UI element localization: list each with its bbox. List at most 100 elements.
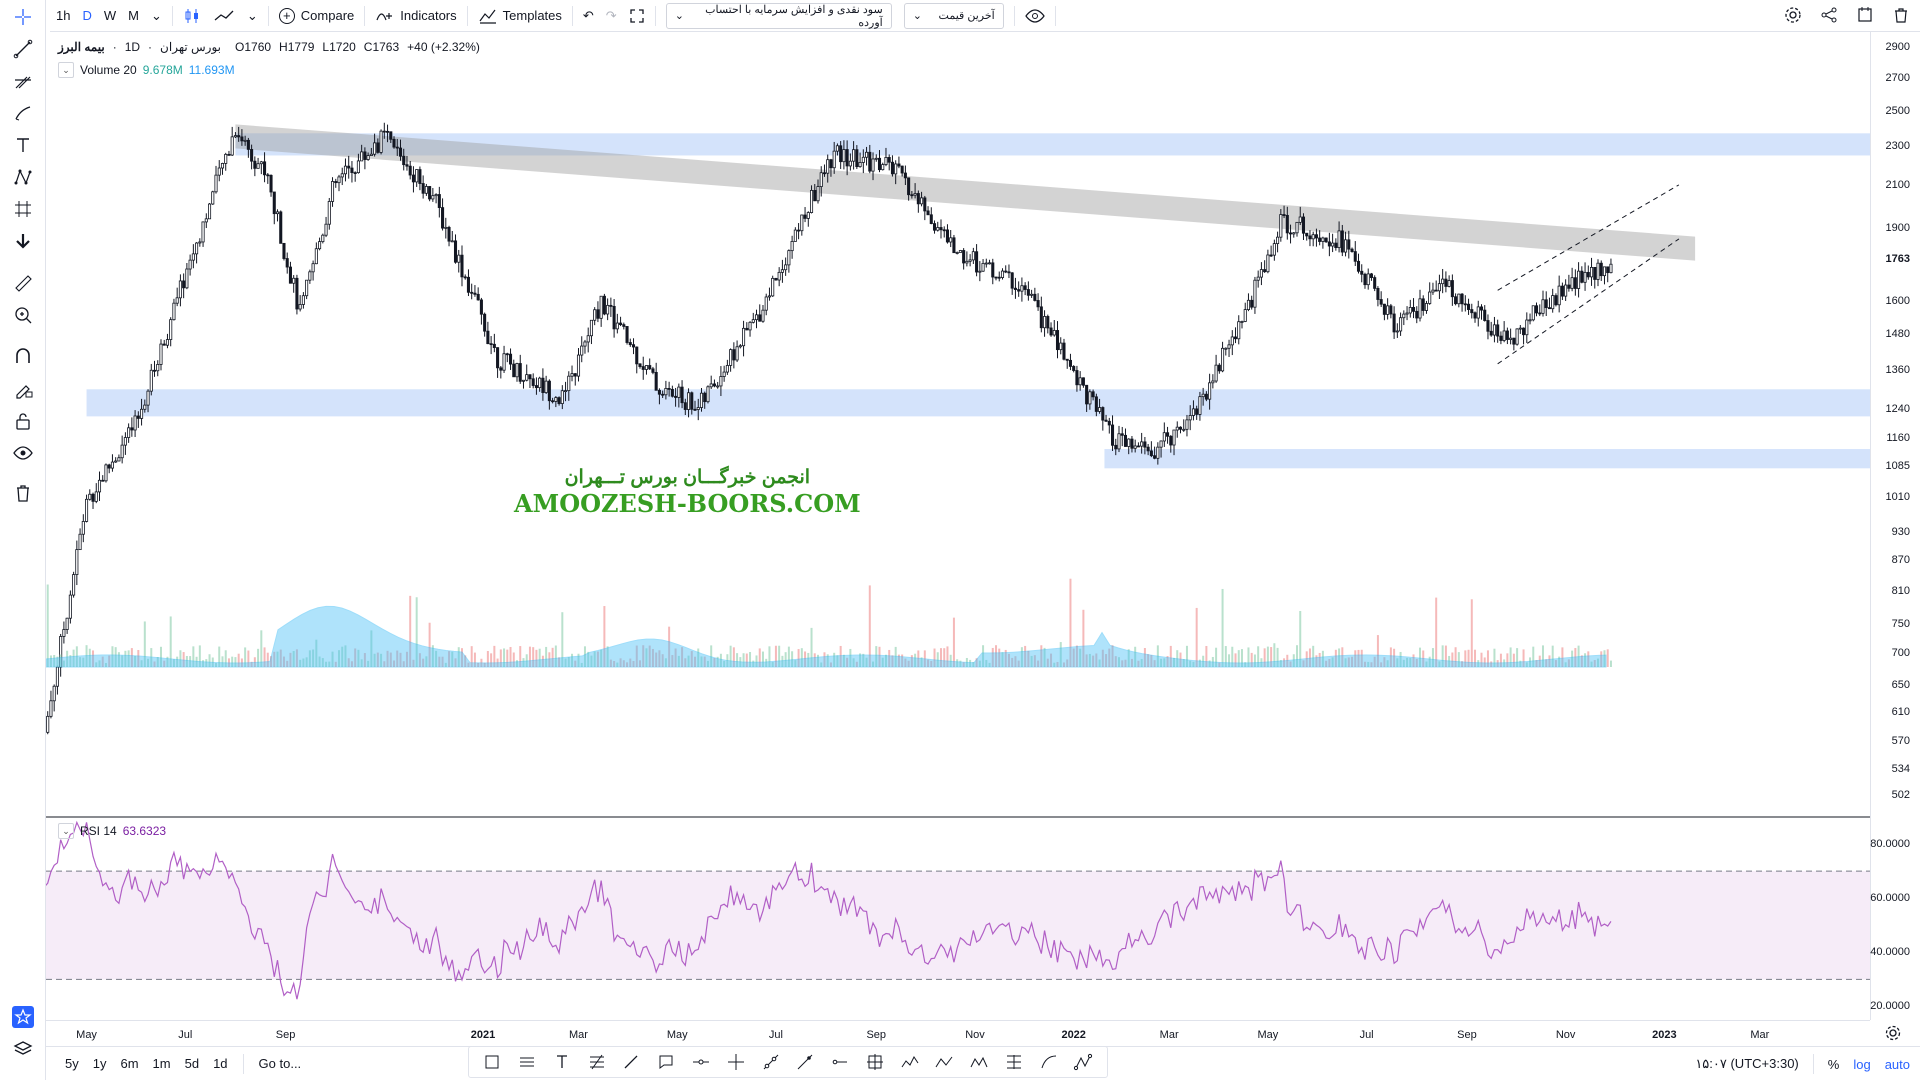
price-type-select[interactable]: آخرین قیمت ⌄ (903, 2, 1004, 29)
rsi-axis[interactable]: 80.0000 60.0000 40.0000 20.0000 (1870, 817, 1920, 1020)
unlock-icon[interactable] (7, 406, 39, 436)
candle-style-icon[interactable] (177, 0, 207, 32)
brush-icon[interactable] (7, 98, 39, 128)
volume-bar (286, 660, 289, 667)
volume-bar (257, 648, 260, 667)
volume-bar (1351, 656, 1354, 667)
prediction-icon[interactable] (7, 194, 39, 224)
interval-d[interactable]: D (82, 8, 92, 23)
dividend-adjust-select[interactable]: سود نقدی و افزایش سرمایه با احتساب آورده… (665, 2, 892, 29)
undo-icon[interactable]: ↶ (582, 7, 594, 23)
volume-bar (939, 648, 942, 667)
ae-pattern-icon[interactable] (966, 1049, 992, 1075)
volume-bar (1289, 661, 1292, 667)
delete-icon[interactable] (1892, 6, 1910, 27)
volume-bar (341, 646, 344, 667)
auto-toggle[interactable]: auto (1884, 1056, 1910, 1072)
callout-icon[interactable] (653, 1049, 679, 1075)
rectangle-icon[interactable] (479, 1049, 505, 1075)
candle-body (1149, 450, 1153, 457)
chevron-down-icon[interactable]: ⌄ (58, 823, 74, 839)
goto-button[interactable]: Go to... (258, 1056, 302, 1071)
chart-style-dropdown-icon[interactable]: ⌄ (246, 7, 258, 23)
cross-line-icon[interactable] (723, 1049, 749, 1075)
fib-icon[interactable] (584, 1049, 610, 1075)
candle-body (609, 304, 613, 307)
zoom-icon[interactable] (7, 300, 39, 330)
trash-icon[interactable] (7, 478, 39, 508)
hline-segment-icon[interactable] (827, 1049, 853, 1075)
horizontal-line-icon[interactable] (688, 1049, 714, 1075)
trendline-icon[interactable] (7, 34, 39, 64)
elliott-wave-icon[interactable] (897, 1049, 923, 1075)
arrow-down-icon[interactable] (7, 226, 39, 256)
ray-icon[interactable] (758, 1049, 784, 1075)
curve-icon[interactable] (1036, 1049, 1062, 1075)
volume-bar (846, 657, 849, 667)
time-axis[interactable]: May Jul Sep 2021 Mar May Jul Sep Nov 2022 Mar May Ju… (46, 1020, 1870, 1046)
horizontal-lines-icon[interactable] (514, 1049, 540, 1075)
eye-icon[interactable] (1019, 0, 1051, 32)
range-5d[interactable]: 5d (184, 1056, 200, 1071)
candle-body (625, 326, 629, 343)
range-1d[interactable]: 1d (213, 1056, 228, 1071)
candle-body (975, 251, 979, 273)
range-1m[interactable]: 1m (152, 1056, 171, 1071)
line-style-icon[interactable] (207, 0, 241, 32)
interval-m[interactable]: M (128, 8, 139, 23)
interval-dropdown-icon[interactable]: ⌄ (150, 7, 162, 23)
range-1y[interactable]: 1y (92, 1056, 107, 1071)
magnet-icon[interactable] (7, 342, 39, 372)
volume-bar (1334, 649, 1337, 667)
share-icon[interactable] (1820, 6, 1838, 27)
path-icon[interactable] (1070, 1049, 1096, 1075)
grid-tool-icon[interactable] (862, 1049, 888, 1075)
percent-toggle[interactable]: % (1827, 1056, 1840, 1072)
settings-icon[interactable] (1784, 6, 1802, 27)
line-tool-icon[interactable] (618, 1049, 644, 1075)
pitchfork-icon[interactable] (7, 66, 39, 96)
interval-1h[interactable]: 1h (56, 8, 71, 23)
lock-drawings-icon[interactable] (7, 374, 39, 404)
abc-pattern-icon[interactable] (931, 1049, 957, 1075)
chevron-down-icon[interactable]: ⌄ (58, 62, 74, 78)
text-icon[interactable] (7, 130, 39, 160)
ruler-icon[interactable] (7, 268, 39, 298)
candle-body (1259, 269, 1263, 278)
text-tool-icon[interactable] (549, 1049, 575, 1075)
extended-line-icon[interactable] (792, 1049, 818, 1075)
snapshot-icon[interactable] (1856, 6, 1874, 27)
clock-time[interactable]: ۱۵:۰۷ (UTC+3:30) (1695, 1056, 1799, 1071)
indicators-button[interactable]: Indicators (369, 0, 462, 32)
templates-button[interactable]: Templates (472, 0, 568, 32)
fullscreen-icon[interactable] (623, 0, 651, 32)
volume-bar (661, 654, 664, 667)
candle-body (188, 259, 192, 270)
chart-canvas[interactable] (46, 32, 1870, 1020)
redo-icon[interactable]: ↷ (605, 7, 617, 23)
volume-bar (1082, 609, 1085, 667)
volume-bar (1143, 648, 1146, 667)
interval-w[interactable]: W (103, 8, 117, 23)
star-icon[interactable] (7, 1002, 39, 1032)
price-axis[interactable]: 2900 2700 2500 2300 2100 1900 1763 1600 1480 1360… (1870, 32, 1920, 817)
candle-body (1068, 359, 1072, 367)
candle-body (534, 385, 538, 389)
crosshair-icon[interactable] (7, 2, 39, 32)
layers-icon[interactable] (7, 1034, 39, 1064)
eye-icon[interactable] (7, 438, 39, 468)
range-6m[interactable]: 6m (120, 1056, 139, 1071)
log-toggle[interactable]: log (1853, 1056, 1871, 1072)
volume-bar (1389, 647, 1392, 667)
candle-body (631, 344, 636, 348)
range-5y[interactable]: 5y (65, 1056, 79, 1071)
volume-bar (891, 655, 894, 667)
candle-body (538, 377, 542, 389)
candle-body (195, 242, 199, 255)
candle-body (1311, 234, 1315, 240)
axis-settings-icon[interactable] (1884, 1024, 1902, 1045)
gann-box-icon[interactable] (1001, 1049, 1027, 1075)
compare-button[interactable]: + Compare (273, 0, 360, 32)
candle-body (677, 386, 681, 398)
pattern-icon[interactable] (7, 162, 39, 192)
